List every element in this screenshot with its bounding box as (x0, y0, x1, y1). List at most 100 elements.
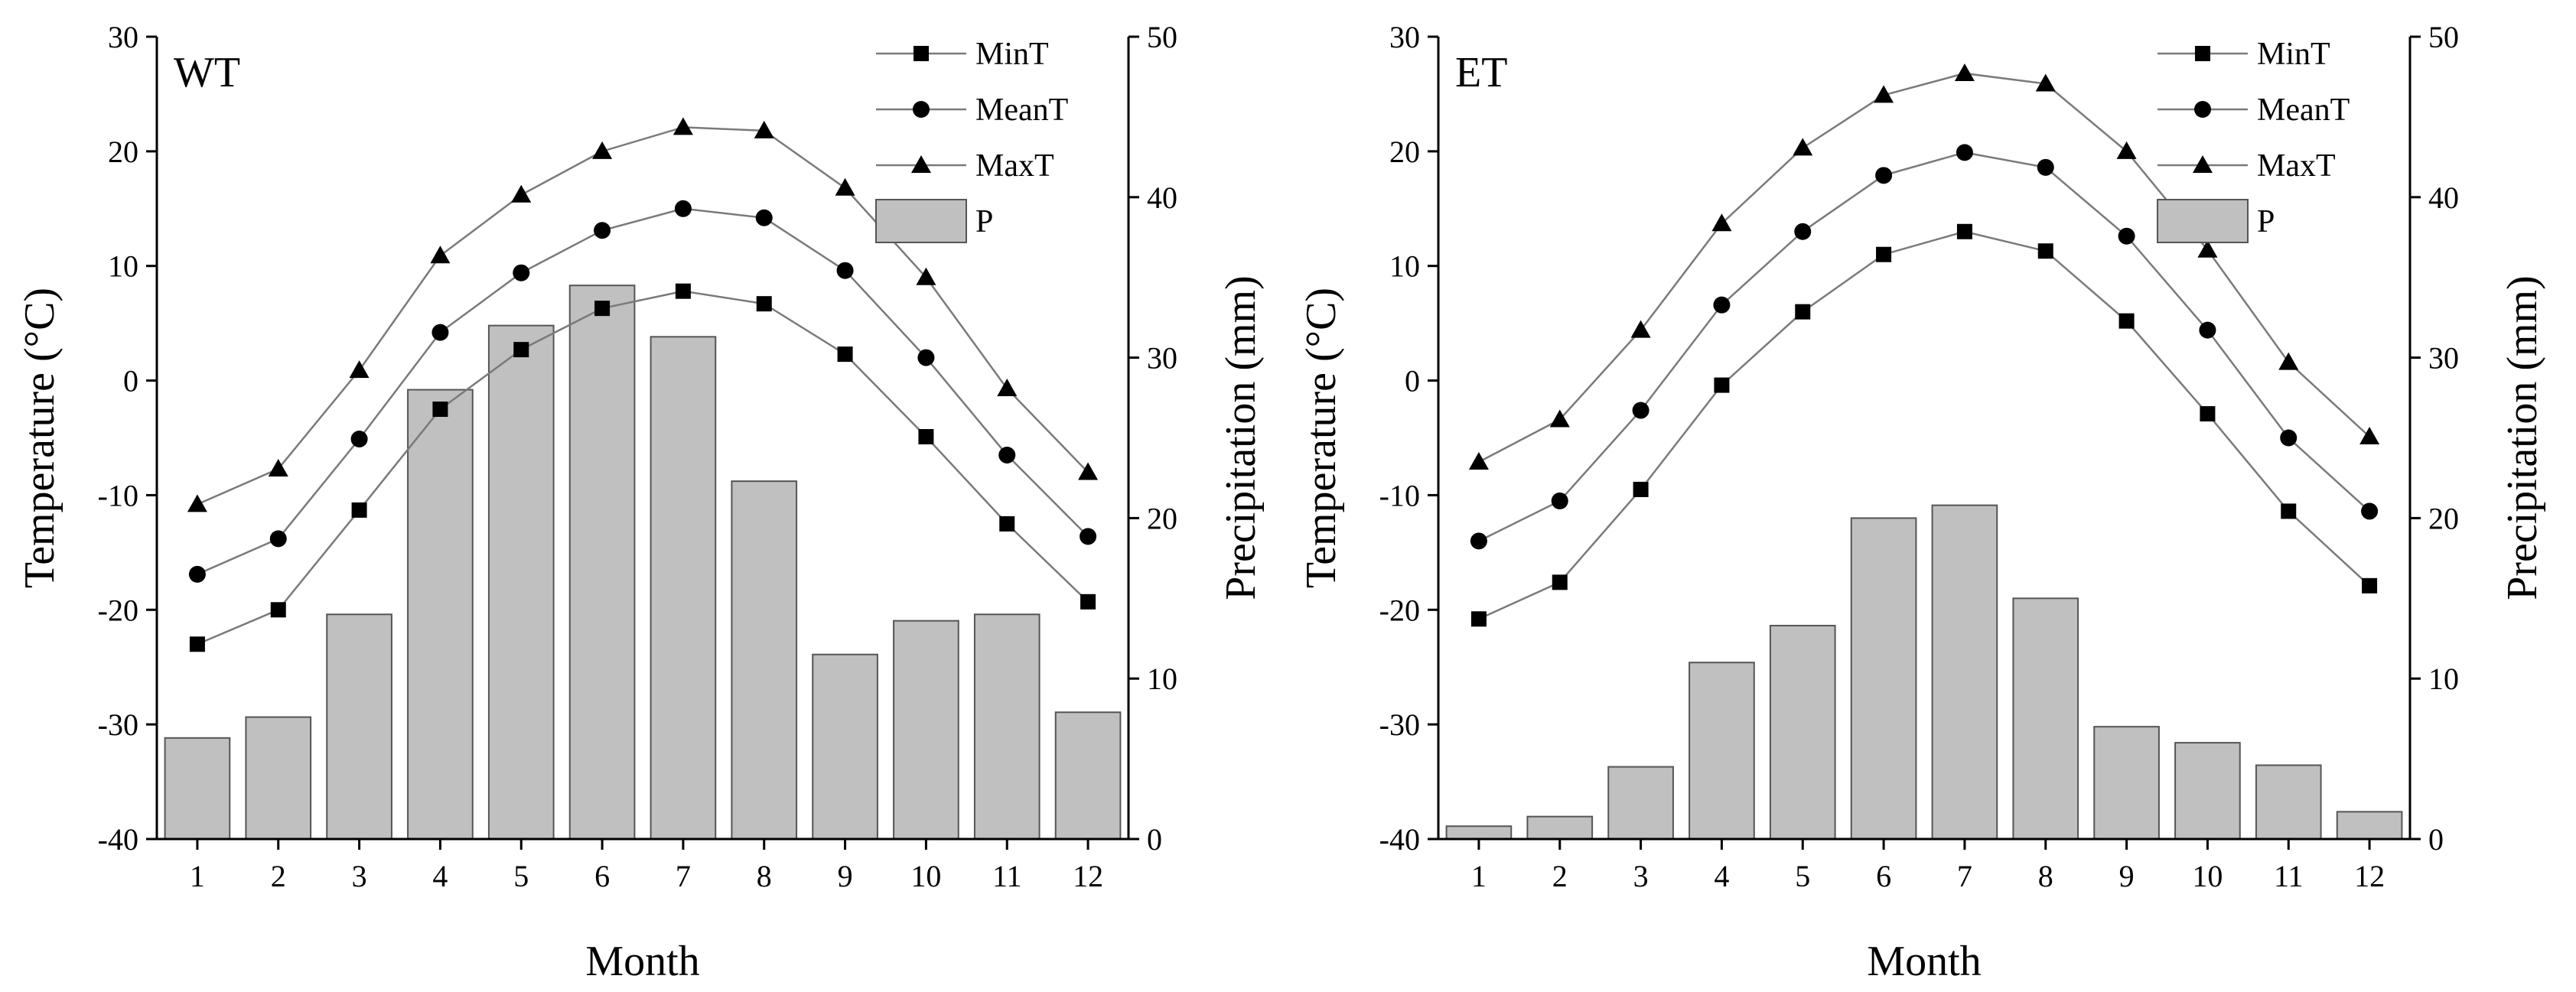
legend-marker-maxt (911, 155, 931, 173)
point-maxt-month-6 (592, 141, 613, 159)
y-tick-label-left: 20 (108, 135, 138, 169)
line-mint (1478, 230, 2370, 620)
line-maxt (1478, 72, 2370, 463)
y-axis-title-right: Precipitation (mm) (2499, 275, 2546, 600)
legend-label-p: P (975, 204, 993, 239)
x-axis-title: Month (1867, 938, 1981, 985)
point-mint-month-4 (432, 402, 448, 418)
bar-p-month-3 (326, 613, 392, 841)
point-maxt-month-3 (1630, 320, 1651, 338)
point-maxt-month-6 (1874, 85, 1894, 103)
point-meant-month-9 (836, 262, 854, 279)
y-tick-label-left: -30 (1379, 707, 1420, 742)
x-tick-label: 5 (1795, 859, 1810, 893)
point-maxt-month-11 (997, 379, 1018, 397)
y-tick-label-left: -20 (98, 593, 138, 627)
point-meant-month-3 (1632, 402, 1649, 419)
point-mint-month-11 (999, 516, 1015, 532)
x-tick-label: 7 (676, 859, 691, 893)
legend: MinT MeanT MaxT P (2157, 37, 2350, 243)
legend-label-maxt: MaxT (2257, 148, 2336, 184)
point-maxt-month-1 (1468, 451, 1489, 470)
point-mint-month-6 (594, 301, 611, 317)
y-tick-label-left: 30 (1389, 20, 1420, 54)
x-tick-label: 7 (1957, 859, 1972, 893)
y-tick-label-left: -30 (98, 707, 138, 742)
line-meant (1478, 151, 2370, 542)
point-maxt-month-7 (672, 117, 693, 135)
bar-p-month-11 (973, 613, 1040, 841)
point-mint-month-12 (1080, 594, 1096, 610)
x-tick-label: 4 (432, 859, 448, 893)
line-mint (197, 290, 1089, 646)
y-tick-label-right: 10 (1147, 662, 1177, 696)
legend-label-mint: MinT (2257, 37, 2330, 72)
point-mint-month-10 (918, 429, 934, 445)
point-mint-month-4 (1714, 377, 1730, 393)
point-meant-month-10 (2199, 321, 2216, 339)
y-tick-label-right: 50 (2428, 20, 2459, 54)
point-maxt-month-2 (1549, 409, 1570, 428)
y-tick-label-left: -40 (1379, 822, 1420, 857)
y-axis-title-right: Precipitation (mm) (1217, 275, 1265, 600)
bar-p-month-1 (164, 737, 231, 840)
point-maxt-month-4 (1711, 213, 1732, 232)
bar-p-month-4 (407, 389, 474, 840)
line-maxt (197, 126, 1089, 506)
x-tick-label: 8 (2038, 859, 2053, 893)
bar-p-month-3 (1607, 766, 1674, 841)
y-tick-label-left: 0 (123, 364, 138, 398)
legend-marker-mint (913, 46, 929, 61)
point-maxt-month-9 (2116, 141, 2137, 159)
x-tick-label: 4 (1714, 859, 1729, 893)
legend-label-meant: MeanT (2257, 93, 2350, 128)
legend-marker-mint (2195, 46, 2210, 61)
point-maxt-month-4 (430, 246, 451, 264)
x-tick-label: 6 (1876, 859, 1891, 893)
point-mint-month-9 (837, 346, 853, 363)
point-mint-month-5 (1795, 304, 1811, 320)
point-mint-month-1 (189, 636, 205, 652)
point-meant-month-10 (917, 349, 935, 366)
x-tick-label: 9 (838, 859, 853, 893)
y-tick-label-right: 0 (2428, 822, 2444, 857)
y-tick-label-left: 10 (108, 249, 138, 284)
x-tick-label: 12 (1073, 859, 1103, 893)
panel-label: ET (1455, 49, 1507, 96)
point-maxt-month-5 (1793, 138, 1813, 156)
bar-p-month-5 (1769, 624, 1836, 840)
x-tick-label: 2 (1552, 859, 1568, 893)
point-meant-month-5 (513, 264, 530, 281)
bar-p-month-2 (245, 716, 312, 840)
bar-p-month-12 (2336, 811, 2403, 840)
bar-p-month-12 (1054, 711, 1122, 840)
point-mint-month-1 (1470, 611, 1487, 627)
point-meant-month-7 (1956, 144, 1973, 161)
y-tick-label-right: 40 (1147, 181, 1177, 215)
legend-label-maxt: MaxT (975, 148, 1054, 184)
legend-label-p: P (2257, 204, 2275, 239)
y-tick-label-right: 0 (1147, 822, 1162, 857)
bar-p-month-2 (1526, 815, 1594, 841)
y-tick-label-left: -20 (1379, 593, 1420, 627)
point-meant-month-12 (2361, 503, 2379, 520)
point-meant-month-2 (269, 530, 287, 548)
point-maxt-month-10 (916, 267, 936, 285)
y-tick-label-left: 0 (1405, 364, 1420, 398)
bar-p-month-9 (812, 653, 878, 840)
bar-p-month-10 (893, 620, 959, 840)
y-tick-label-right: 40 (2428, 181, 2459, 215)
y-tick-label-right: 10 (2428, 662, 2459, 696)
point-maxt-month-8 (754, 120, 774, 138)
point-maxt-month-1 (187, 494, 207, 512)
bar-p-month-7 (650, 336, 717, 840)
bar-p-month-9 (2093, 726, 2160, 841)
bar-p-month-5 (487, 324, 555, 840)
point-mint-month-3 (1633, 481, 1649, 497)
point-mint-month-6 (1876, 246, 1892, 262)
point-maxt-month-2 (268, 458, 288, 476)
legend-label-meant: MeanT (975, 93, 1068, 128)
line-meant (197, 207, 1089, 575)
